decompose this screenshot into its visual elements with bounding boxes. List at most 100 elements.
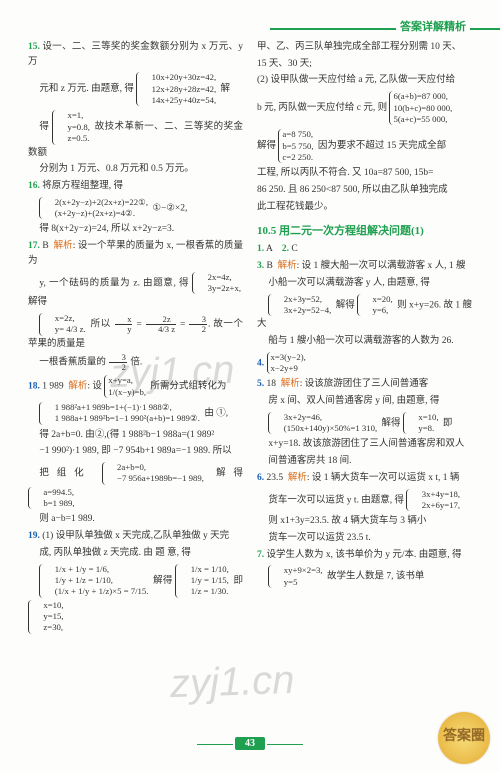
q18-l3: 得 2a+b=0. 由②,(得 1 988²b−1 988a=(1 989² [28,428,243,443]
eq: x=1, [56,110,90,121]
eq: 1/(x−y)=b, [108,387,146,398]
q17-l2: y, 一个砝码的质量为 z. 由题意, 得 2x=4z, 3y=2z+x, 解得 [28,271,243,310]
text: 设 [92,382,102,392]
rq3-l3: 2x+3y=52, 3x+2y=52−4, 解得 x=20, y=6, 则 x+… [257,293,472,332]
text: 设学生人数为 x, 该书单价为 y 元/本. 由题意, 得 [267,550,462,560]
text: 得 [39,123,49,133]
system: 6(a+b)=87 000, 10(b+c)=80 000, 5(a+c)=55… [389,91,452,125]
system: 1/x = 1/10, 1/y = 1/15, 1/z = 1/30. [175,564,229,598]
fraction: 32 [109,353,127,372]
rq6-l3: 则 x1+3y=23.5. 故 4 辆大货车与 3 辆小 [257,514,472,529]
text: 由 ①, [204,408,228,418]
r-line: b 元, 丙队做一天应付给 c 元, 则 6(a+b)=87 000, 10(b… [257,90,472,126]
jiexi-label: 解析 [68,382,87,392]
system: 1 988²a+1 989b=1+(−1)·1 988②, 1 988a+1 9… [39,402,200,425]
qnum-3: 3. [257,261,264,271]
fraction: 32 [189,315,207,334]
r-line: 86 250. 且 86 250<87 500, 所以由乙队单独完成 [257,183,472,198]
answer: B [267,261,273,271]
answer: 18 [267,379,277,389]
eq: y=15, [32,611,64,622]
eq: 2x=4z, [196,272,241,283]
eq: a=8 750, [282,129,313,140]
system: x=10, y=15, z=30, [28,600,64,634]
eq: 3x+4y=18, [410,489,460,500]
system: 1/x + 1/y = 1/6, 1/y + 1/z = 1/10, (1/x … [39,564,148,598]
q18-l5: 把组化 2a+b=0, −7 956a+1989b=−1 989, 解得 a=9… [28,461,243,510]
text: 解 [221,85,231,95]
eq: 6(a+b)=87 000, [393,91,452,102]
denom: 4/3 z [146,325,176,334]
eq: 5(a+c)=55 000, [393,114,452,125]
text: 倍. [130,358,142,368]
q17-l3: x=2z, y= 4/3 z. 所以 xy = 2z4/3 z = 32. 故一… [28,312,243,351]
text: b 元, 丙队做一天应付给 c 元, 则 [257,103,387,113]
rq5-l4: x+y=18. 故该旅游团住了三人间普通客房和双人 [257,437,472,452]
text: 设一、二、三等奖的奖金数额分别为 x 万元、y 万 [28,42,243,67]
eq: b=1 989, [32,498,75,509]
q15: 15. 设一、二、三等奖的奖金数额分别为 x 万元、y 万 [28,40,243,69]
eq: −7 956a+1989b=−1 989, [106,473,204,484]
fraction: xy [115,315,133,334]
text: 解得 [382,418,401,428]
section-title: 10.5 用二元一次方程组解决问题(1) [257,222,472,238]
eq: 2x+3y=52, [272,294,331,305]
system: 3x+2y=46, (150x+140y)×50%=1 310, [268,412,377,435]
answer: B [42,241,48,251]
text: y, 一个砝码的质量为 z. 由题意, 得 [39,278,189,288]
system: 2(x+2y−z)+2(2x+z)=22①, (x+2y−z)+(2x+z)=4… [39,197,148,220]
text: 即 [234,576,244,586]
rq6: 6. 23.5 解析: 设 1 辆大货车一次可以运货 x t, 1 辆 [257,471,472,486]
eq: 1/x + 1/y = 1/6, [43,564,148,575]
system: x+y=a, 1/(x−y)=b, [104,375,146,398]
text: 设 1 艘大船一次可以满载游客 x 人, 1 艘 [302,261,466,271]
fraction: 2z4/3 z [146,315,176,334]
eq: z=0.5. [56,133,90,144]
q18-l2: 1 988²a+1 989b=1+(−1)·1 988②, 1 988a+1 9… [28,401,243,426]
denom: y [115,325,133,334]
eq: 2(x+2y−z)+2(2x+z)=22①, [43,197,148,208]
eq-sign: = [136,319,141,329]
eq: 1/x = 1/10, [179,564,229,575]
q19: 19. (1) 设甲队单独做 x 天完成,乙队单独做 y 天完 [28,529,243,544]
text: 设 1 辆大货车一次可以运货 x t, 1 辆 [312,473,460,483]
page-number: 43 [235,737,265,750]
eq: x−2y+9 [271,363,306,374]
q17: 17. B 解析: 设一个苹果的质量为 x, 一根香蕉的质量为 [28,239,243,268]
answer: 1 989 [42,382,63,392]
answer: A [266,244,272,254]
text: 解得 [216,469,243,479]
eq: 12x+28y+28z=42, [140,84,216,95]
system: 3x+4y=18, 2x+6y=17, [406,489,460,512]
eq: y=6, [361,305,393,316]
r-line: 甲、乙、丙三队单独完成全部工程分别需 10 天、 [257,40,472,55]
q15-l3: 得 x=1, y=0.8, z=0.5. 故技术革新一、二、三等奖的奖金数额 [28,109,243,160]
eq: 3y=2z+x, [196,283,241,294]
rq6-l2: 货车一次可以运货 y t. 由题意, 得 3x+4y=18, 2x+6y=17, [257,488,472,513]
qnum-6: 6. [257,473,264,483]
q18-l6: 则 a−b=1 989. [28,512,243,527]
q16-l2: 2(x+2y−z)+2(2x+z)=22①, (x+2y−z)+(2x+z)=4… [28,196,243,221]
eq: (x+2y−z)+(2x+z)=4②. [43,208,148,219]
system: a=8 750, b=5 750, c=2 250. [278,129,313,163]
eq: (150x+140y)×50%=1 310, [272,423,377,434]
q18-l4: −1 990²)·1 989, 即 −7 954b+1 989a=−1 989.… [28,444,243,459]
text: 因为要求不超过 15 天完成全部 [318,141,446,151]
q15-l4: 分别为 1 万元、0.8 万元和 0.5 万元。 [28,162,243,177]
qnum-15: 15. [28,42,40,52]
rq5: 5. 18 解析: 设该旅游团住了三人间普通客 [257,377,472,392]
text: 解得 [336,300,355,310]
eq-sign: = [180,319,185,329]
qnum-19: 19. [28,531,40,541]
q17-l4: 一根香蕉质量的 32 倍. [28,353,243,372]
text: 元和 z 万元. 由题意, 得 [39,85,133,95]
rq5-l5: 间普通客房共 18 间. [257,454,472,469]
r-line: 解得 a=8 750, b=5 750, c=2 250. 因为要求不超过 15… [257,128,472,164]
text: (1) 设甲队单独做 x 天完成,乙队单独做 y 天完 [42,531,229,541]
text: 故学生人数是 7, 该书单 [327,572,424,582]
system: 2x=4z, 3y=2z+x, [192,272,241,295]
eq: 1/y + 1/z = 1/10, [43,575,148,586]
eq: 3x+2y=52−4, [272,305,331,316]
rq1: 1. A 2. C [257,242,472,257]
eq: x=3(y−2), [271,352,306,363]
